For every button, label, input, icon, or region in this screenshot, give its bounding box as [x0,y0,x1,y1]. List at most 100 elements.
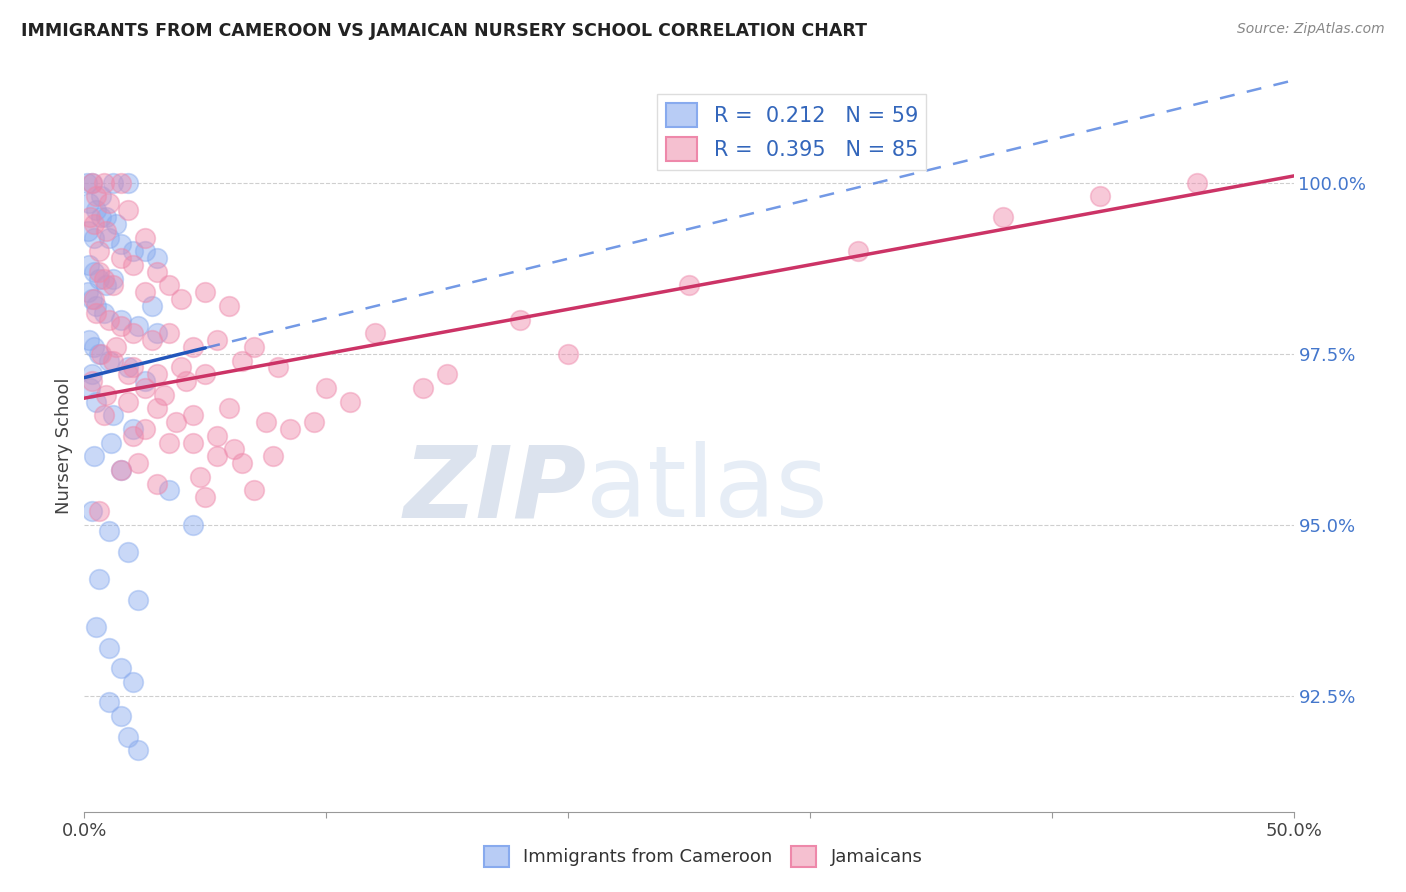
Point [678,278,700,293]
Point [90,210,112,224]
Point [117,730,139,744]
Point [110,176,132,190]
Point [80,504,103,518]
Point [87,265,110,279]
Point [77,258,100,272]
Point [80,374,103,388]
Point [170,292,193,306]
Point [77,333,100,347]
Point [127,743,149,757]
Point [80,176,103,190]
Legend: Immigrants from Cameroon, Jamaicans: Immigrants from Cameroon, Jamaicans [477,838,929,874]
Point [134,422,156,436]
Point [117,545,139,559]
Point [94,278,117,293]
Point [103,271,125,285]
Point [77,285,100,300]
Point [79,381,101,395]
Point [86,203,108,218]
Point [87,244,110,259]
Point [278,422,301,436]
Point [121,422,143,436]
Point [117,360,139,375]
Point [121,258,143,272]
Point [153,388,176,402]
Point [103,176,125,190]
Point [103,353,125,368]
Point [77,196,100,211]
Point [121,244,143,259]
Point [339,394,361,409]
Point [181,409,204,423]
Point [194,285,217,300]
Point [110,319,132,334]
Point [993,210,1015,224]
Point [117,176,139,190]
Point [110,709,132,723]
Legend: R =  0.212   N = 59, R =  0.395   N = 85: R = 0.212 N = 59, R = 0.395 N = 85 [658,95,927,169]
Point [363,326,385,341]
Point [231,456,253,470]
Point [97,695,120,709]
Point [83,292,105,306]
Text: IMMIGRANTS FROM CAMEROON VS JAMAICAN NURSERY SCHOOL CORRELATION CHART: IMMIGRANTS FROM CAMEROON VS JAMAICAN NUR… [21,22,868,40]
Point [146,401,169,416]
Point [302,415,325,429]
Point [141,333,163,347]
Point [76,176,98,190]
Point [436,368,458,382]
Point [110,251,132,265]
Point [134,374,156,388]
Point [134,285,156,300]
Point [110,312,132,326]
Point [141,299,163,313]
Point [254,415,277,429]
Point [117,203,139,218]
Point [181,435,204,450]
Point [83,265,105,279]
Point [157,435,180,450]
Point [86,189,108,203]
Point [1088,189,1111,203]
Point [93,306,115,320]
Point [146,476,169,491]
Point [134,244,156,259]
Point [242,340,264,354]
Point [231,353,253,368]
Point [127,592,149,607]
Point [146,368,169,382]
Point [103,409,125,423]
Point [181,340,204,354]
Point [86,299,108,313]
Text: Source: ZipAtlas.com: Source: ZipAtlas.com [1237,22,1385,37]
Point [104,340,127,354]
Point [165,415,187,429]
Point [80,176,103,190]
Point [97,312,120,326]
Point [190,469,212,483]
Point [94,210,117,224]
Point [110,463,132,477]
Point [146,251,169,265]
Point [110,661,132,675]
Point [83,217,105,231]
Point [207,449,229,463]
Point [87,271,110,285]
Point [262,449,284,463]
Point [86,306,108,320]
Point [80,368,103,382]
Point [157,278,180,293]
Point [110,237,132,252]
Point [93,176,115,190]
Point [97,353,120,368]
Point [77,224,100,238]
Point [218,299,240,313]
Point [90,347,112,361]
Point [181,517,204,532]
Point [557,347,579,361]
Point [846,244,869,259]
Point [90,189,112,203]
Point [94,388,117,402]
Point [207,333,229,347]
Point [267,360,290,375]
